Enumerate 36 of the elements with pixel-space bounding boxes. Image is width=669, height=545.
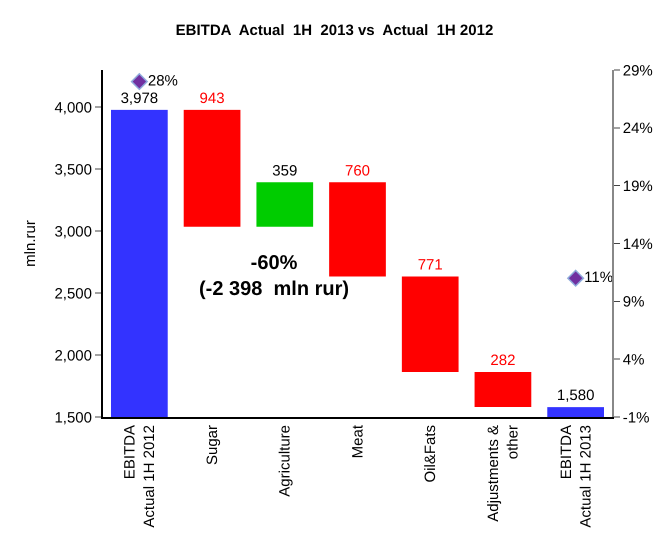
data-label: 11% xyxy=(584,268,614,286)
x-tick-label: Meat xyxy=(349,424,366,458)
y-axis-title: mln.rur xyxy=(22,220,40,267)
y-tick-label: 2,000 xyxy=(54,347,92,364)
data-label: 359 xyxy=(272,162,298,180)
y2-tick-label: 9% xyxy=(622,294,644,311)
x-tick-label: Adjustments & other xyxy=(485,425,522,522)
y2-tick-label: 29% xyxy=(622,62,653,80)
bar xyxy=(329,182,386,276)
bar xyxy=(256,182,314,227)
y2-tick-label: -1% xyxy=(622,409,650,426)
bar xyxy=(184,110,240,227)
bar xyxy=(402,276,459,372)
y-tick-label: 3,000 xyxy=(54,223,92,240)
x-tick-label: Sugar xyxy=(204,425,221,466)
data-label: 28% xyxy=(148,72,178,90)
data-label: 771 xyxy=(418,256,443,274)
y-tick-label: 2,500 xyxy=(54,285,92,302)
data-label: 1,580 xyxy=(556,387,594,404)
annotation: -60% (-2 398 mln rur) xyxy=(199,252,350,300)
x-tick-label: Agriculture xyxy=(276,425,294,497)
y2-tick-label: 24% xyxy=(622,120,653,138)
bar xyxy=(474,372,532,407)
y-tick-label: 3,500 xyxy=(54,161,92,178)
y2-tick-label: 14% xyxy=(622,236,653,253)
data-label: 760 xyxy=(344,162,370,180)
data-label: 282 xyxy=(490,352,516,370)
chart-title: EBITDA Actual 1H 2013 vs Actual 1H 2012 xyxy=(176,22,494,40)
x-tick-label: EBITDA Actual 1H 2012 xyxy=(121,425,158,528)
data-label: 3,978 xyxy=(120,90,158,107)
y2-tick-label: 19% xyxy=(622,178,653,195)
y2-tick-label: 4% xyxy=(622,351,644,368)
y-tick-label: 1,500 xyxy=(54,409,92,426)
y-tick-label: 4,000 xyxy=(54,99,92,116)
data-label: 943 xyxy=(200,90,225,107)
x-tick-label: Oil&Fats xyxy=(422,425,440,483)
